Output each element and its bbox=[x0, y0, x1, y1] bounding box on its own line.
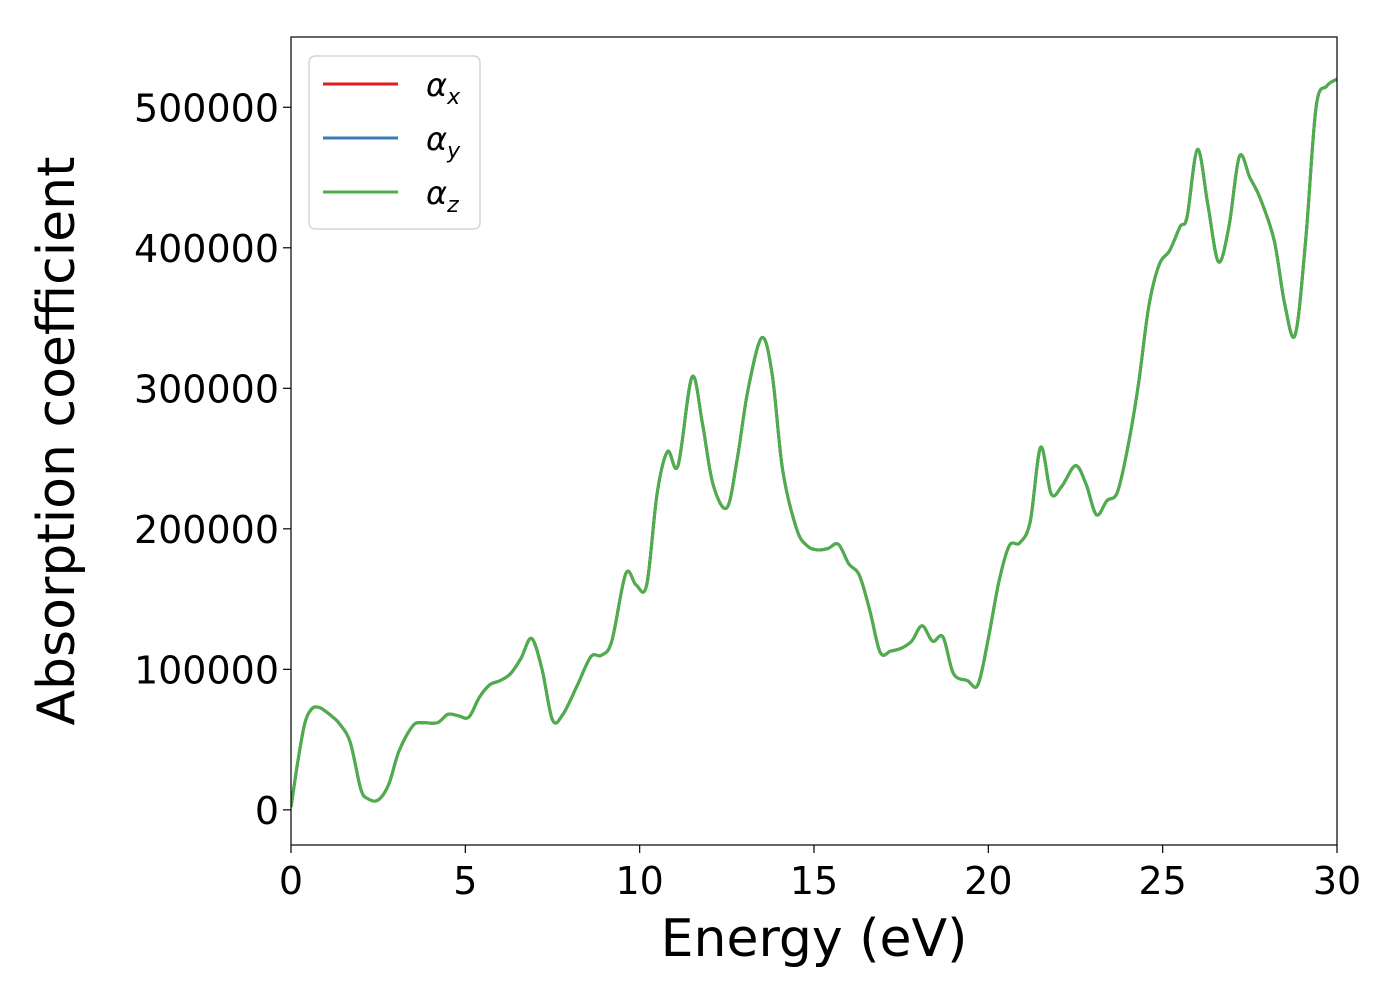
y-tick-label: 500000 bbox=[134, 86, 279, 130]
legend-box bbox=[308, 55, 481, 230]
y-tick-label: 400000 bbox=[134, 227, 279, 271]
series-line-α-z bbox=[291, 77, 1337, 808]
y-tick-label: 100000 bbox=[134, 648, 279, 692]
x-tick-label: 15 bbox=[790, 859, 838, 903]
x-tick-label: 20 bbox=[964, 859, 1012, 903]
y-axis: 0 100000 200000 300000 400000 500000 bbox=[134, 86, 291, 833]
series-layer bbox=[291, 77, 1337, 808]
y-tick-label: 300000 bbox=[134, 367, 279, 411]
y-tick-label: 200000 bbox=[134, 508, 279, 552]
x-tick-label: 10 bbox=[615, 859, 663, 903]
y-tick-label: 0 bbox=[255, 789, 279, 833]
x-tick-label: 0 bbox=[279, 859, 303, 903]
x-axis-title: Energy (eV) bbox=[661, 909, 968, 969]
x-tick-label: 5 bbox=[453, 859, 477, 903]
y-axis-title: Absorption coefficient bbox=[27, 156, 87, 725]
x-tick-label: 25 bbox=[1138, 859, 1186, 903]
x-tick-label: 30 bbox=[1313, 859, 1361, 903]
x-axis: 0 5 10 15 20 25 30 bbox=[279, 845, 1361, 903]
